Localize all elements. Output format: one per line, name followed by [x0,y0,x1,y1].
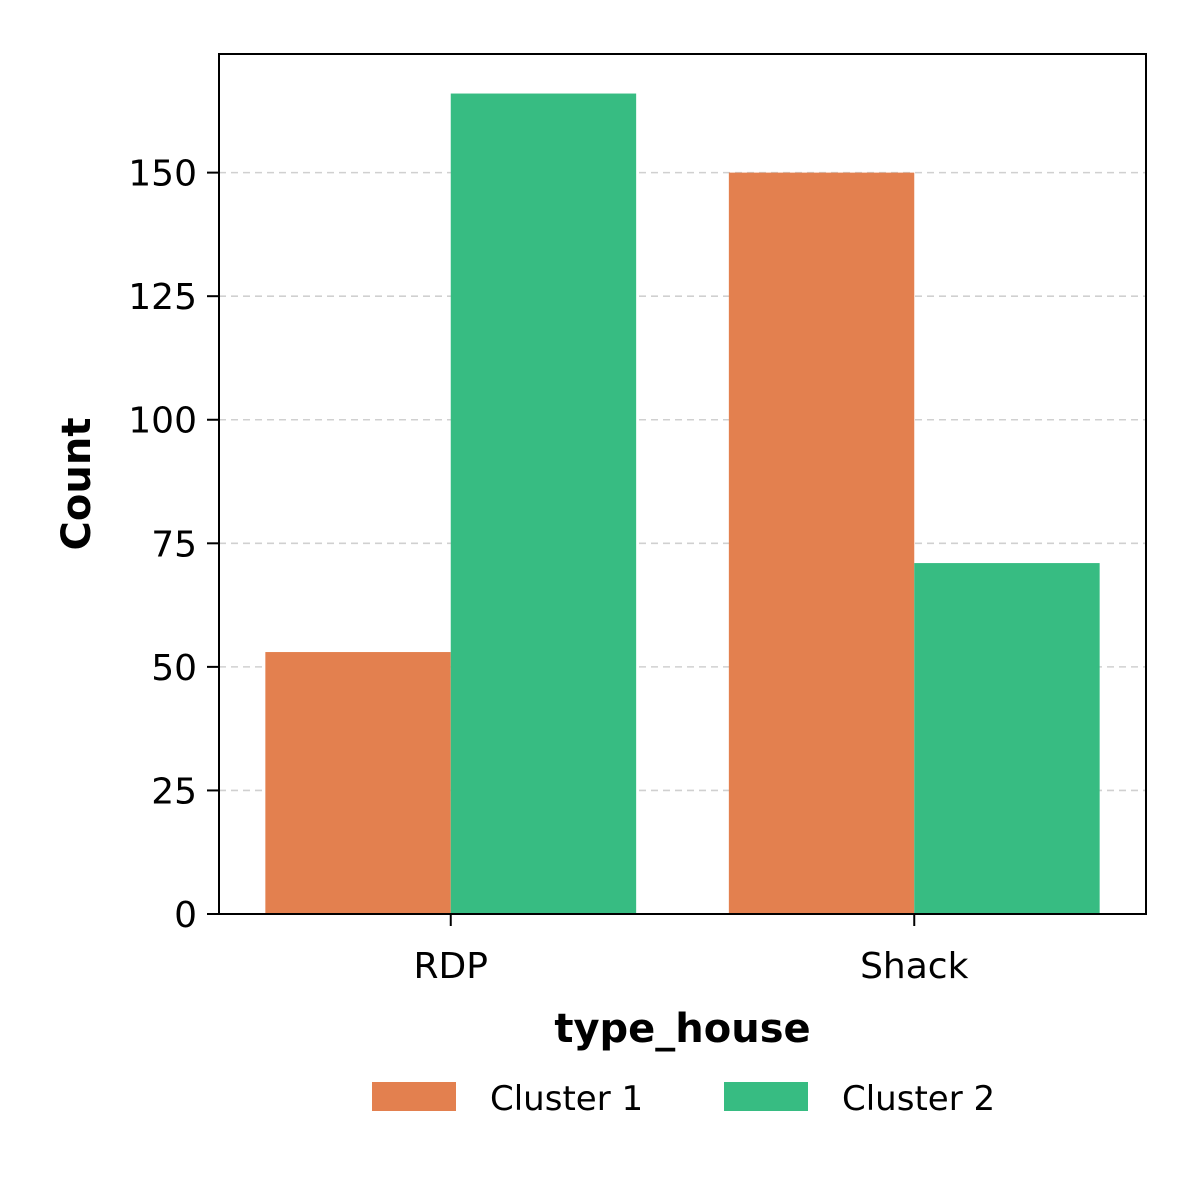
legend: Cluster 1 Cluster 2 [372,1079,995,1119]
y-tick-label: 75 [151,524,197,565]
y-tick-label: 100 [128,401,197,442]
y-axis-title: Count [54,418,100,551]
y-tick-label: 125 [128,277,197,318]
x-tick-label: RDP [414,946,488,987]
bars [265,93,1100,915]
legend-swatch [372,1082,456,1111]
bar-shack-series-1 [728,172,915,914]
y-tick-label: 150 [128,154,197,195]
bar-rdp-series-1 [265,652,451,914]
y-tick-label: 0 [174,895,197,936]
y-tick-label: 25 [151,771,197,812]
x-axis: RDP Shack [414,914,969,987]
legend-label: Cluster 2 [842,1079,995,1119]
y-axis: 0 25 50 75 100 125 150 [128,154,219,936]
legend-label: Cluster 1 [490,1079,643,1119]
x-axis-title: type_house [554,1006,810,1052]
legend-swatch [724,1082,808,1111]
y-tick-label: 50 [151,648,197,689]
x-tick-label: Shack [860,946,969,987]
plot-frame [218,53,1147,915]
bar-rdp-series-2 [450,93,637,915]
bar-shack-series-2 [914,563,1100,914]
